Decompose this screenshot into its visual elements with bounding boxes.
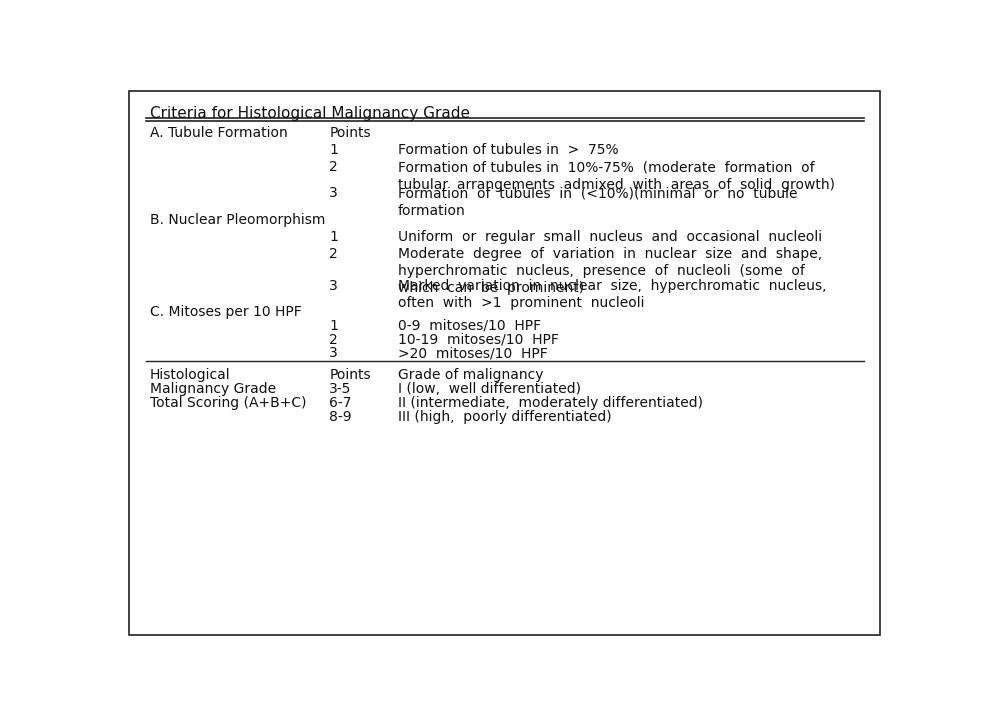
Text: 0-9  mitoses/10  HPF: 0-9 mitoses/10 HPF bbox=[398, 319, 541, 333]
Text: 6-7: 6-7 bbox=[329, 395, 352, 410]
Text: Uniform  or  regular  small  nucleus  and  occasional  nucleoli: Uniform or regular small nucleus and occ… bbox=[398, 229, 822, 244]
Text: Formation of tubules in  >  75%: Formation of tubules in > 75% bbox=[398, 143, 619, 157]
Text: B. Nuclear Pleomorphism: B. Nuclear Pleomorphism bbox=[150, 213, 325, 226]
Text: 3-5: 3-5 bbox=[329, 382, 352, 396]
Text: Points: Points bbox=[329, 368, 371, 382]
Text: 1: 1 bbox=[329, 319, 338, 333]
Text: Criteria for Histological Malignancy Grade: Criteria for Histological Malignancy Gra… bbox=[150, 106, 470, 121]
Text: 10-19  mitoses/10  HPF: 10-19 mitoses/10 HPF bbox=[398, 333, 558, 347]
Text: Points: Points bbox=[329, 126, 371, 140]
Text: 1: 1 bbox=[329, 229, 338, 244]
Text: Marked  variation  in  nuclear  size,  hyperchromatic  nucleus,
often  with  >1 : Marked variation in nuclear size, hyperc… bbox=[398, 279, 826, 310]
Text: III (high,  poorly differentiated): III (high, poorly differentiated) bbox=[398, 410, 612, 423]
Text: Malignancy Grade: Malignancy Grade bbox=[150, 382, 276, 396]
Text: Histological: Histological bbox=[150, 368, 230, 382]
Text: 3: 3 bbox=[329, 186, 338, 201]
Text: C. Mitoses per 10 HPF: C. Mitoses per 10 HPF bbox=[150, 305, 301, 319]
Text: 8-9: 8-9 bbox=[329, 410, 352, 423]
Text: 2: 2 bbox=[329, 247, 338, 261]
Text: Moderate  degree  of  variation  in  nuclear  size  and  shape,
hyperchromatic  : Moderate degree of variation in nuclear … bbox=[398, 247, 822, 296]
Text: 2: 2 bbox=[329, 333, 338, 347]
Text: 1: 1 bbox=[329, 143, 338, 157]
Text: 3: 3 bbox=[329, 279, 338, 293]
Text: Grade of malignancy: Grade of malignancy bbox=[398, 368, 544, 382]
Text: I (low,  well differentiated): I (low, well differentiated) bbox=[398, 382, 581, 396]
Text: Formation  of  tubules  in  (<10%)(minimal  or  no  tubule
formation: Formation of tubules in (<10%)(minimal o… bbox=[398, 186, 798, 218]
Text: >20  mitoses/10  HPF: >20 mitoses/10 HPF bbox=[398, 347, 548, 360]
Text: Total Scoring (A+B+C): Total Scoring (A+B+C) bbox=[150, 395, 306, 410]
Text: II (intermediate,  moderately differentiated): II (intermediate, moderately differentia… bbox=[398, 395, 703, 410]
Text: 3: 3 bbox=[329, 347, 338, 360]
Text: Formation of tubules in  10%-75%  (moderate  formation  of
tubular  arrangements: Formation of tubules in 10%-75% (moderat… bbox=[398, 160, 835, 192]
Text: 2: 2 bbox=[329, 160, 338, 175]
Text: A. Tubule Formation: A. Tubule Formation bbox=[150, 126, 288, 140]
FancyBboxPatch shape bbox=[129, 91, 881, 636]
